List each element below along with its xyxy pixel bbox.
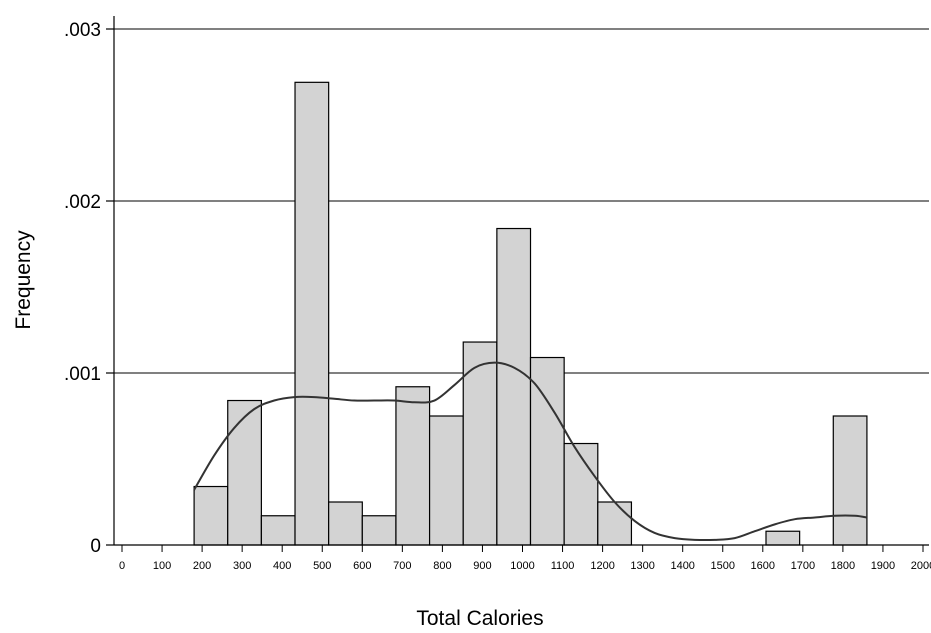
histogram-bar	[294, 81, 330, 546]
histogram-bar	[428, 415, 464, 546]
x-axis-ticks: 0 100 200 300 400 500 600 700 800 900 1000 1100 1200…	[119, 545, 931, 572]
x-tick-label: 1500	[711, 560, 735, 572]
histogram-bar	[496, 227, 532, 546]
histogram-bar	[765, 530, 801, 546]
x-tick-label: 1900	[871, 560, 895, 572]
x-tick-label: 1100	[551, 560, 575, 572]
x-tick-label: 400	[273, 560, 291, 572]
x-tick-label: 1200	[590, 560, 614, 572]
x-tick-label: 2000	[911, 560, 931, 572]
x-axis-title: Total Calories	[416, 607, 543, 630]
density-curve-layer	[193, 361, 868, 542]
histogram-bar	[395, 386, 431, 546]
histogram-bar	[361, 515, 397, 546]
histogram-bar	[563, 442, 599, 546]
histogram-bar	[462, 341, 498, 546]
x-tick-label: 500	[313, 560, 331, 572]
x-tick-label: 700	[393, 560, 411, 572]
histogram-bar	[529, 356, 565, 546]
y-tick-label: 0	[90, 536, 101, 557]
x-tick-label: 900	[473, 560, 491, 572]
x-tick-label: 300	[233, 560, 251, 572]
x-tick-label: 100	[153, 560, 171, 572]
x-tick-label: 0	[119, 560, 125, 572]
x-tick-label: 1800	[831, 560, 855, 572]
x-tick-label: 1400	[670, 560, 694, 572]
histogram-bars	[193, 81, 868, 546]
x-tick-label: 600	[353, 560, 371, 572]
density-curve	[193, 361, 868, 542]
histogram-bar	[832, 415, 868, 546]
x-tick-label: 1000	[510, 560, 534, 572]
y-axis-title: Frequency	[12, 230, 35, 330]
histogram-bar	[260, 515, 296, 546]
x-tick-label: 800	[433, 560, 451, 572]
x-tick-label: 1700	[791, 560, 815, 572]
y-axis-ticks: 0 .001 .002 .003	[64, 20, 114, 557]
y-tick-label: .002	[64, 192, 101, 213]
x-tick-label: 1300	[630, 560, 654, 572]
y-tick-label: .001	[64, 364, 101, 385]
y-tick-label: .003	[64, 20, 101, 41]
x-tick-label: 1600	[751, 560, 775, 572]
x-tick-label: 200	[193, 560, 211, 572]
histogram-bar	[227, 399, 262, 546]
histogram-bar	[193, 485, 229, 546]
histogram-bar	[328, 501, 363, 546]
histogram-bar	[597, 501, 633, 546]
axes	[113, 16, 929, 546]
